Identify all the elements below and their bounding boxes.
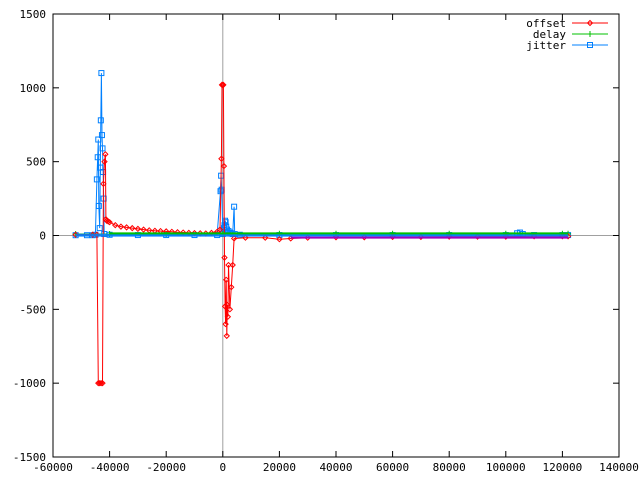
data-point-jitter bbox=[94, 154, 101, 161]
data-point-offset bbox=[134, 225, 142, 233]
data-point-offset bbox=[99, 379, 106, 387]
data-point-offset bbox=[225, 261, 232, 269]
legend-label-delay: delay bbox=[533, 28, 566, 41]
y-tick-label: 500 bbox=[26, 156, 46, 169]
axis-ticks: -1500 -1000 -500 0 500 1000 1500 -60000 -40000 -2… bbox=[13, 8, 639, 474]
data-point-jitter bbox=[95, 202, 102, 209]
data-point-jitter bbox=[222, 217, 229, 224]
data-point-jitter bbox=[93, 176, 100, 183]
data-point-offset bbox=[112, 221, 119, 229]
data-point-offset bbox=[117, 223, 125, 230]
y-tick-label: -1000 bbox=[13, 377, 46, 390]
legend-marker-delay bbox=[587, 31, 593, 37]
data-point-offset bbox=[140, 226, 147, 233]
series-jitter bbox=[72, 70, 572, 239]
x-tick-label: -20000 bbox=[146, 461, 186, 474]
data-point-offset bbox=[224, 301, 231, 309]
y-tick-label: 1500 bbox=[20, 8, 47, 21]
data-point-offset bbox=[97, 379, 105, 387]
data-point-offset bbox=[102, 151, 109, 158]
x-tick-label: 100000 bbox=[486, 461, 526, 474]
data-point-offset bbox=[262, 234, 269, 241]
data-point-offset bbox=[106, 219, 113, 226]
legend-marker-jitter bbox=[587, 42, 593, 48]
x-tick-label: -60000 bbox=[33, 461, 73, 474]
jitter-band bbox=[75, 233, 569, 237]
series-layer bbox=[72, 70, 572, 387]
data-point-jitter bbox=[222, 219, 229, 226]
data-point-offset bbox=[276, 235, 283, 243]
data-point-offset bbox=[129, 224, 136, 232]
legend-marker-offset bbox=[586, 19, 594, 27]
data-point-offset bbox=[216, 226, 224, 233]
data-point-jitter bbox=[95, 136, 102, 143]
x-tick-label: 20000 bbox=[263, 461, 296, 474]
x-tick-label: 0 bbox=[219, 461, 226, 474]
y-tick-label: -1500 bbox=[13, 451, 46, 464]
data-point-offset bbox=[223, 332, 230, 340]
data-point-offset bbox=[220, 81, 227, 89]
x-tick-label: 120000 bbox=[543, 461, 583, 474]
data-point-offset bbox=[221, 303, 229, 310]
data-point-offset bbox=[101, 158, 108, 165]
data-point-offset bbox=[242, 234, 249, 241]
data-point-offset bbox=[218, 81, 226, 89]
data-point-jitter bbox=[98, 70, 105, 77]
data-point-offset bbox=[229, 261, 236, 269]
x-tick-label: -40000 bbox=[90, 461, 130, 474]
data-point-jitter bbox=[98, 132, 105, 139]
data-point-offset bbox=[222, 320, 229, 328]
x-tick-label: 140000 bbox=[599, 461, 639, 474]
y-tick-label: 0 bbox=[39, 230, 46, 243]
data-point-offset bbox=[230, 235, 238, 242]
data-point-offset bbox=[123, 224, 130, 231]
data-point-jitter bbox=[97, 117, 104, 124]
data-point-offset bbox=[218, 155, 225, 162]
legend-label-jitter: jitter bbox=[526, 39, 566, 52]
data-point-offset bbox=[228, 283, 235, 291]
data-point-offset bbox=[220, 162, 228, 170]
data-point-offset bbox=[222, 276, 230, 284]
y-tick-label: 1000 bbox=[20, 82, 47, 95]
x-tick-label: 60000 bbox=[376, 461, 409, 474]
data-point-jitter bbox=[96, 225, 103, 232]
data-point-offset bbox=[226, 306, 234, 313]
x-tick-label: 40000 bbox=[319, 461, 352, 474]
data-point-jitter bbox=[99, 145, 106, 152]
legend-label-offset: offset bbox=[526, 17, 566, 30]
series-line-jitter bbox=[75, 73, 569, 236]
data-point-offset bbox=[100, 180, 107, 188]
data-point-offset bbox=[221, 254, 228, 261]
y-tick-label: -500 bbox=[20, 303, 47, 316]
data-point-jitter bbox=[231, 203, 238, 210]
baseline-band bbox=[75, 232, 569, 239]
data-point-offset bbox=[224, 313, 232, 320]
x-tick-label: 80000 bbox=[433, 461, 466, 474]
